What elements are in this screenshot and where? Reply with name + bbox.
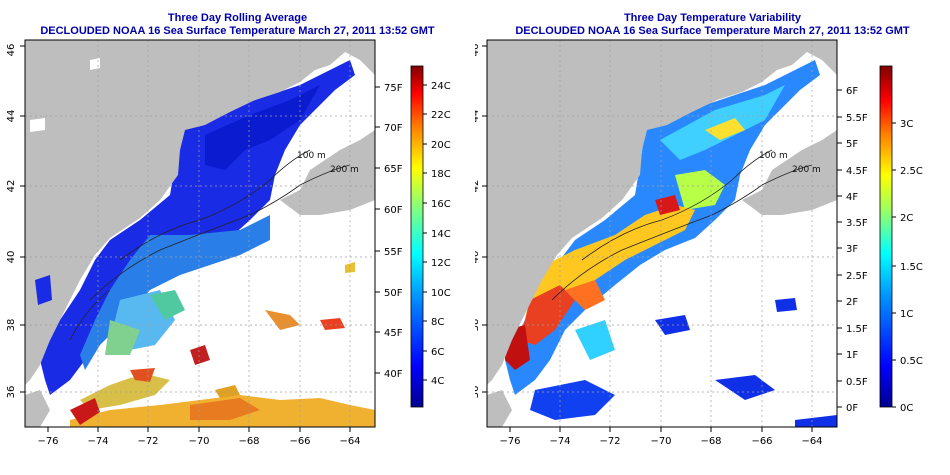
fahrenheit-tick-label: 6F [846, 86, 858, 97]
map-frame [24, 39, 376, 428]
lon-tick-label: −70 [188, 436, 209, 447]
lon-tick-label: −74 [549, 436, 570, 447]
celsius-tick-label: 2C [900, 213, 913, 224]
fahrenheit-tick-label: 1F [846, 350, 858, 361]
celsius-tick-label: 2.5C [900, 166, 923, 177]
lat-tick-label: 38 [6, 319, 17, 332]
contour-label: 100 m [297, 151, 326, 161]
celsius-tick-label: 18C [431, 169, 451, 180]
celsius-tick-label: 1C [900, 309, 913, 320]
fahrenheit-tick-label: 2F [846, 297, 858, 308]
lat-tick-label: 38 [475, 319, 481, 332]
fahrenheit-tick-label: 0.5F [846, 377, 868, 388]
fahrenheit-tick-label: 45F [384, 328, 403, 339]
map-area: 100 m 200 m [25, 40, 375, 427]
lat-tick-label: 44 [475, 110, 481, 123]
variability-panel: Three Day Temperature Variability DECLOU… [475, 0, 950, 475]
lat-tick-label: 40 [6, 251, 17, 264]
colorbar [410, 65, 424, 408]
lon-tick-label: −72 [137, 436, 158, 447]
map-area: 100 m 200 m [487, 40, 837, 427]
celsius-tick-label: 4C [431, 376, 444, 387]
variability-map: 100 m 200 m −76 −74 −72 −70 −68 −66 −64 … [475, 39, 923, 447]
celsius-tick-label: 8C [431, 317, 444, 328]
celsius-tick-label: 6C [431, 347, 444, 358]
fahrenheit-tick-label: 75F [384, 83, 403, 94]
lon-tick-label: −66 [289, 436, 310, 447]
contour-200m [89, 164, 351, 301]
lat-tick-label: 46 [475, 44, 481, 57]
slope-water [80, 215, 270, 370]
fahrenheit-tick-label: 2.5F [846, 271, 868, 282]
fahrenheit-tick-label: 0F [846, 403, 858, 414]
gridlines [25, 40, 375, 427]
sst-map: 100 m 200 m −76 −74 −72 −70 −68 −66 −64 … [6, 39, 451, 447]
contour-label: 100 m [759, 151, 788, 161]
celsius-tick-label: 24C [431, 81, 451, 92]
lon-tick-label: −66 [751, 436, 772, 447]
fahrenheit-tick-label: 5F [846, 139, 858, 150]
fahrenheit-tick-label: 65F [384, 164, 403, 175]
celsius-tick-label: 12C [431, 258, 451, 269]
lon-tick-label: −76 [37, 436, 58, 447]
celsius-tick-label: 14C [431, 229, 451, 240]
contour-100m [119, 149, 311, 261]
lat-tick-label: 40 [475, 251, 481, 264]
fahrenheit-tick-label: 1.5F [846, 324, 868, 335]
celsius-tick-label: 20C [431, 140, 451, 151]
land [25, 40, 375, 385]
fahrenheit-tick-label: 60F [384, 205, 403, 216]
lat-tick-label: 42 [475, 180, 481, 193]
lat-tick-label: 36 [6, 386, 17, 399]
celsius-tick-label: 0C [900, 403, 913, 414]
lat-tick-label: 44 [6, 110, 17, 123]
lon-tick-label: −64 [339, 436, 360, 447]
fahrenheit-tick-label: 50F [384, 288, 403, 299]
celsius-tick-label: 0.5C [900, 356, 923, 367]
rolling-average-panel: Three Day Rolling Average DECLOUDED NOAA… [6, 12, 451, 447]
celsius-tick-label: 16C [431, 199, 451, 210]
contour-100m [581, 149, 773, 261]
colorbar [879, 65, 893, 408]
fahrenheit-tick-label: 4F [846, 192, 858, 203]
lon-tick-label: −68 [238, 436, 259, 447]
contour-label: 200 m [792, 165, 821, 175]
celsius-tick-label: 22C [431, 110, 451, 121]
lon-tick-label: −64 [801, 436, 822, 447]
lon-tick-label: −72 [599, 436, 620, 447]
fahrenheit-tick-label: 40F [384, 369, 403, 380]
panel-subtitle: DECLOUDED NOAA 16 Sea Surface Temperatur… [40, 25, 435, 37]
fahrenheit-tick-label: 55F [384, 247, 403, 258]
map-frame [486, 39, 838, 428]
panel-title: Three Day Rolling Average [167, 12, 308, 24]
lon-tick-label: −68 [700, 436, 721, 447]
fahrenheit-tick-label: 5.5F [846, 113, 868, 124]
panel-subtitle: DECLOUDED NOAA 16 Sea Surface Temperatur… [515, 25, 910, 37]
lon-tick-label: −74 [87, 436, 108, 447]
panel-title: Three Day Temperature Variability [623, 12, 802, 24]
lon-tick-label: −70 [650, 436, 671, 447]
contour-label: 200 m [330, 165, 359, 175]
celsius-tick-label: 10C [431, 288, 451, 299]
fahrenheit-tick-label: 3.5F [846, 218, 868, 229]
fahrenheit-tick-label: 70F [384, 123, 403, 134]
contour-200m [551, 164, 813, 301]
lat-tick-label: 36 [475, 386, 481, 399]
fahrenheit-tick-label: 4.5F [846, 166, 868, 177]
celsius-tick-label: 3C [900, 119, 913, 130]
lat-tick-label: 42 [6, 180, 17, 193]
lat-tick-label: 46 [6, 44, 17, 57]
lon-tick-label: −76 [499, 436, 520, 447]
fahrenheit-tick-label: 3F [846, 244, 858, 255]
gridlines [487, 40, 837, 427]
celsius-tick-label: 1.5C [900, 262, 923, 273]
